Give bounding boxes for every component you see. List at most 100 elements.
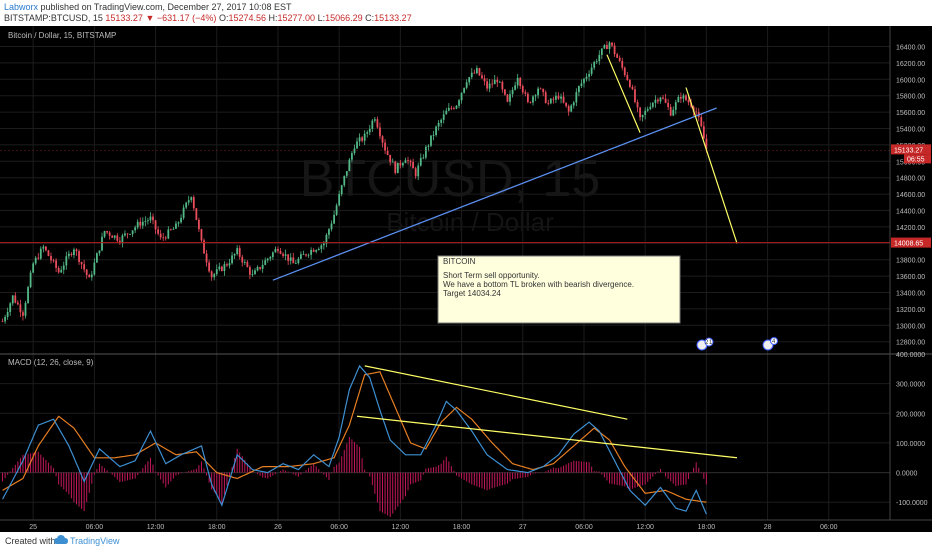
candle-body [529,101,532,103]
candle-body [139,221,142,226]
candle-body [223,264,226,271]
candle-body [611,42,613,46]
price-change: −631.17 (−4%) [156,13,217,23]
tradingview-logo[interactable]: TradingView [70,536,120,546]
candle-body [695,111,698,113]
candle-body [463,87,466,93]
divergence-line[interactable] [364,365,628,420]
current-price-tag [891,144,931,155]
candle-body [475,68,478,74]
candle-body [496,79,499,83]
open-value: 15274.56 [228,13,266,23]
candle-body [534,95,537,97]
candle-body [231,255,233,264]
close-value: 15133.27 [374,13,412,23]
author-link[interactable]: Labworx [4,2,39,12]
candle-body [567,106,570,112]
price-tick-label: 13400.00 [896,291,925,298]
candle-body [414,168,417,177]
candle-body [287,254,290,261]
divergence-line[interactable] [356,415,738,459]
candle-body [55,260,58,268]
candle-body [521,86,524,93]
candle-body [590,67,593,75]
candle-body [169,229,172,231]
candle-body [542,88,545,93]
candle-body [131,230,134,235]
candle-body [19,304,22,313]
candle-body [164,237,167,239]
candle-body [386,150,389,155]
candle-body [271,252,274,258]
footer: Created with TradingView [0,532,932,550]
down-arrow-icon: ▼ [145,13,155,23]
time-tick-label: 06:00 [575,524,593,531]
candle-body [702,126,705,139]
candle-body [220,266,223,271]
note-line-3: Target 14034.24 [443,289,501,298]
candle-body [167,229,170,239]
candle-body [246,262,249,268]
candle-body [353,148,356,154]
countdown-tag-label: 06:55 [907,156,925,163]
candle-body [75,249,78,252]
candle-body [300,254,302,259]
candle-body [572,102,575,106]
candle-body [338,194,341,206]
candle-body [453,108,455,110]
candle-body [47,250,50,256]
candle-body [147,220,149,222]
candle-body [437,122,440,127]
price-tick-label: 13200.00 [896,307,925,314]
macd-tick-label: 200.0000 [896,411,925,418]
candle-body [154,220,157,230]
candle-body [269,257,272,259]
candle-body [88,274,91,278]
time-tick-label: 06:00 [330,524,348,531]
candle-body [136,221,139,228]
candle-body [356,141,358,149]
time-axis[interactable]: 25 06:00 12:00 18:00 26 06:00 12:00 18:00 27 06:0… [29,524,837,531]
candle-body [672,109,675,116]
candle-body [532,96,534,103]
candle-body [621,60,624,68]
candle-body [577,86,580,93]
projection-line[interactable] [606,54,641,133]
price-chart[interactable]: BTCUSD, 15 Bitcoin / Dollar Bitcoin / Do… [0,26,932,532]
note-line-1: Short Term sell opportunity. [443,271,540,280]
candle-body [603,45,606,49]
candles [1,41,708,324]
candle-body [243,262,246,263]
bottom-trendline[interactable] [272,107,717,281]
candle-body [649,106,652,110]
candle-body [389,154,392,162]
candle-body [641,114,644,118]
candle-body [384,142,386,151]
candle-body [493,79,496,85]
trade-note[interactable]: BITCOIN Short Term sell opportunity. We … [437,255,681,324]
event-badge-icon[interactable] [704,337,714,347]
candle-body [157,229,160,234]
candle-body [547,102,550,104]
candle-body [598,54,601,62]
candle-body [595,61,598,63]
candle-body [60,269,63,273]
candle-body [302,254,305,256]
candle-body [514,85,517,90]
candle-body [261,264,264,269]
event-badge-icon[interactable] [770,337,778,345]
candle-body [509,94,511,102]
event-badges[interactable]: 2 1 4 [696,337,778,351]
candle-body [210,271,213,278]
candle-body [34,257,37,264]
current-price-tag-label: 15133.27 [894,147,923,154]
candle-body [544,92,547,103]
candle-body [351,153,353,160]
event-badge-count: 4 [772,339,776,345]
candle-body [486,81,488,89]
candle-body [236,248,239,254]
projection-line[interactable] [685,87,738,244]
candle-body [465,82,468,88]
price-axis[interactable]: 12800.00 13000.00 13200.00 13400.00 13600.00… [891,45,931,508]
candle-body [585,76,588,79]
